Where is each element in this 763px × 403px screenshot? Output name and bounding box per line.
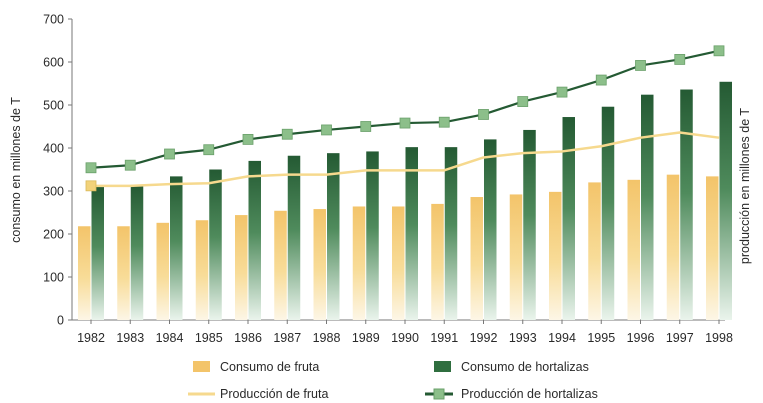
bar-consumo-fruta (156, 222, 169, 320)
bar-consumo-hortalizas (366, 151, 379, 320)
point-produccion-hortalizas (438, 116, 450, 128)
legend-label-produccion-fruta: Producción de fruta (220, 387, 328, 401)
bar-consumo-fruta (352, 206, 366, 320)
x-tick-label: 1994 (548, 331, 576, 345)
point-produccion-hortalizas (360, 121, 372, 132)
bar-consumo-hortalizas (170, 176, 183, 320)
y-tick-label: 200 (43, 228, 64, 242)
y-tick-label: 300 (43, 185, 64, 199)
x-tick-label: 1998 (705, 331, 733, 345)
legend-swatch-consumo-fruta (193, 361, 210, 372)
bar-consumo-hortalizas (601, 106, 615, 320)
legend-label-consumo-hortalizas: Consumo de hortalizas (461, 360, 589, 374)
point-produccion-hortalizas (242, 133, 254, 145)
point-produccion-hortalizas (399, 117, 411, 129)
y-tick-label: 500 (43, 99, 64, 113)
point-produccion-hortalizas (124, 159, 136, 171)
point-produccion-hortalizas (674, 54, 686, 65)
x-tick-labels: 1982 1983 1984 1985 1986 1987 1988 1989 1990 1991… (77, 331, 733, 345)
y-tick-label: 700 (43, 13, 64, 27)
bar-consumo-fruta (549, 191, 562, 320)
y-tick-label: 0 (57, 314, 64, 328)
bar-consumo-hortalizas (523, 129, 536, 320)
point-produccion-hortalizas (713, 45, 725, 57)
bar-consumo-hortalizas (484, 139, 497, 320)
point-produccion-hortalizas (203, 144, 215, 156)
line-produccion-fruta (91, 131, 720, 188)
legend-label-consumo-fruta: Consumo de fruta (220, 360, 319, 374)
bar-consumo-fruta (431, 203, 444, 320)
point-produccion-hortalizas (595, 74, 607, 86)
bar-consumo-hortalizas (248, 160, 261, 320)
bar-consumo-hortalizas (405, 147, 418, 320)
bar-consumo-fruta (195, 220, 209, 320)
point-produccion-hortalizas (164, 148, 175, 160)
bar-consumo-fruta (392, 206, 405, 320)
x-tick-label: 1997 (666, 331, 694, 345)
bar-consumo-fruta (627, 179, 640, 320)
point-produccion-hortalizas (281, 128, 293, 140)
bar-consumo-hortalizas (641, 94, 654, 321)
x-tick-label: 1989 (352, 331, 380, 345)
y-tick-label: 400 (43, 142, 64, 156)
legend-swatch-consumo-hortalizas (434, 361, 451, 372)
bar-consumo-hortalizas (327, 153, 340, 320)
x-tick-label: 1982 (77, 331, 105, 345)
bar-consumo-hortalizas (209, 169, 222, 320)
x-tick-label: 1996 (627, 331, 655, 345)
bar-consumo-fruta (470, 197, 483, 320)
bar-consumo-hortalizas (287, 155, 301, 320)
bar-consumo-fruta (588, 182, 601, 320)
bar-consumo-hortalizas (680, 89, 693, 321)
bar-consumo-hortalizas (91, 186, 104, 320)
bar-consumo-fruta (274, 210, 287, 320)
point-produccion-fruta (85, 180, 97, 192)
y-tick-labels: 0 100 200 300 400 500 600 700 (43, 13, 64, 328)
x-tick-label: 1990 (391, 331, 419, 345)
line-produccion-hortalizas (90, 49, 720, 169)
bar-consumo-hortalizas (719, 81, 732, 320)
bar-consumo-hortalizas (444, 147, 458, 320)
legend-label-produccion-hortalizas: Producción de hortalizas (461, 387, 598, 401)
point-produccion-hortalizas (478, 109, 489, 120)
bar-consumo-hortalizas (562, 117, 575, 320)
legend-marker-produccion-hortalizas (433, 388, 445, 400)
bar-consumo-fruta (313, 209, 326, 320)
point-produccion-hortalizas (85, 162, 97, 174)
x-tick-label: 1985 (195, 331, 223, 345)
bar-consumo-fruta (78, 226, 91, 320)
legend: Consumo de fruta Consumo de hortalizas P… (188, 360, 598, 401)
point-produccion-hortalizas (635, 60, 646, 71)
x-tick-label: 1988 (313, 331, 341, 345)
bar-consumo-fruta (117, 226, 130, 320)
x-tick-label: 1984 (156, 331, 184, 345)
x-tick-label: 1983 (116, 331, 144, 345)
bar-consumo-fruta (666, 174, 680, 320)
x-tick-label: 1995 (587, 331, 615, 345)
bar-consumo-hortalizas (130, 184, 144, 320)
point-produccion-hortalizas (321, 124, 332, 136)
bars (78, 81, 732, 321)
x-tick-label: 1987 (273, 331, 301, 345)
y-tick-label: 100 (43, 271, 64, 285)
bar-consumo-fruta (509, 194, 523, 320)
lines (85, 45, 725, 192)
y-axis-label: consumo en millones de T (9, 97, 23, 243)
point-produccion-hortalizas (517, 96, 529, 107)
x-tick-label: 1991 (430, 331, 458, 345)
x-tick-label: 1992 (470, 331, 498, 345)
y2-axis-label: producción en millones de T (738, 108, 752, 264)
bar-consumo-fruta (706, 176, 719, 320)
bar-consumo-fruta (235, 215, 248, 320)
x-tick-label: 1986 (234, 331, 262, 345)
x-tick-label: 1993 (509, 331, 537, 345)
y-tick-label: 600 (43, 56, 64, 70)
point-produccion-hortalizas (556, 86, 568, 98)
